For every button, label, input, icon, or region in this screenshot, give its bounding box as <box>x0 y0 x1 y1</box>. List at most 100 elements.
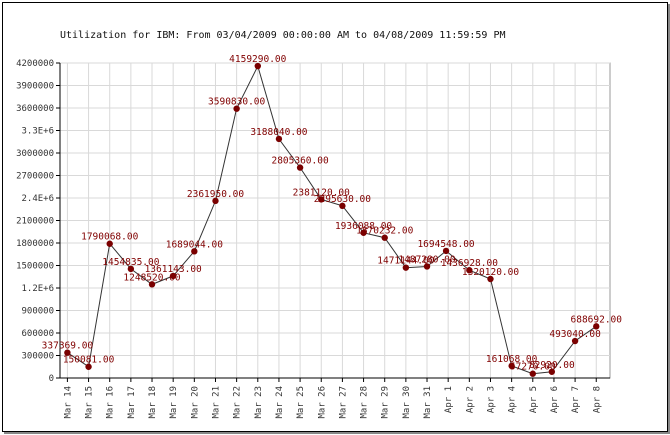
data-point <box>442 247 450 255</box>
x-tick-label: Mar 20 <box>190 386 200 419</box>
data-label: 2805360.00 <box>271 156 328 167</box>
y-tick-label: 900000 <box>21 307 54 317</box>
data-label: 3188040.00 <box>250 127 307 138</box>
data-label: 2295630.00 <box>314 194 371 205</box>
x-tick-label: Mar 29 <box>381 386 391 419</box>
x-tick-label: Mar 28 <box>360 386 370 419</box>
data-label: 2361950.00 <box>187 189 244 200</box>
data-labels: 337369.00 150081.00 1790068.00 1454835.00 12… <box>42 54 623 373</box>
data-label: 3590830.00 <box>208 97 265 108</box>
data-point <box>318 196 325 203</box>
data-point <box>508 362 515 370</box>
y-axis-ticks: 0 300000 600000 900000 1.2E+6 1500000 1800000 2… <box>16 59 54 384</box>
data-label: 1454835.00 <box>102 257 159 268</box>
x-tick-label: Mar 17 <box>127 386 137 419</box>
series-line <box>67 64 597 375</box>
data-point <box>339 202 346 210</box>
data-label: 1870232.00 <box>356 226 413 237</box>
y-tick-label: 300000 <box>21 352 54 362</box>
data-point <box>529 370 536 377</box>
data-label: 337369.00 <box>42 341 94 352</box>
data-point <box>64 349 71 356</box>
y-tick-label: 2100000 <box>16 217 54 227</box>
y-tick-label: 3900000 <box>16 82 54 92</box>
x-tick-label: Mar 19 <box>169 386 179 419</box>
data-point <box>296 164 304 171</box>
y-tick-label: 3600000 <box>16 104 54 114</box>
data-point <box>360 229 367 236</box>
x-tick-label: Mar 16 <box>106 386 116 419</box>
data-point <box>148 281 156 288</box>
data-label: 493040.00 <box>549 329 601 340</box>
x-tick-label: Mar 31 <box>423 386 433 419</box>
data-label: 1694548.00 <box>417 239 474 250</box>
data-point <box>402 264 410 271</box>
data-label: 1689044.00 <box>166 239 223 250</box>
y-tick-label: 3.3E+6 <box>21 127 54 137</box>
data-point <box>233 105 240 112</box>
data-point <box>127 265 135 273</box>
y-tick-label: 0 <box>49 374 54 384</box>
data-point <box>85 363 92 370</box>
x-tick-label: Mar 25 <box>296 386 306 419</box>
x-tick-label: Apr 4 <box>508 386 518 413</box>
y-tick-label: 2.4E+6 <box>21 194 54 204</box>
data-point <box>275 135 283 143</box>
data-label: 1361143.00 <box>145 264 202 275</box>
data-label: 688692.00 <box>571 314 623 325</box>
grid <box>59 62 611 379</box>
data-point <box>571 337 579 345</box>
x-tick-label: Mar 21 <box>211 386 221 419</box>
x-tick-label: Mar 23 <box>254 386 264 419</box>
axes <box>56 62 610 382</box>
data-label: 1790068.00 <box>81 232 138 243</box>
x-tick-label: Mar 26 <box>317 386 327 419</box>
data-point <box>487 275 494 283</box>
data-label: 1471144.00 <box>377 256 434 267</box>
data-label: 82920.00 <box>529 360 575 371</box>
x-tick-label: Apr 3 <box>486 386 496 413</box>
y-tick-label: 3000000 <box>16 149 54 159</box>
data-point <box>548 368 556 375</box>
x-tick-label: Mar 15 <box>85 386 95 419</box>
x-tick-label: Apr 7 <box>571 386 581 413</box>
data-point <box>191 248 198 255</box>
data-label: 1487280.00 <box>398 254 455 265</box>
data-label: 4159290.00 <box>229 54 286 65</box>
data-label: 1936088.00 <box>335 221 392 232</box>
y-tick-label: 1800000 <box>16 239 54 249</box>
data-label: 161068.00 <box>486 354 538 365</box>
x-tick-label: Apr 8 <box>592 386 602 413</box>
x-tick-label: Apr 2 <box>465 386 475 413</box>
data-label: 1436928.00 <box>441 258 498 269</box>
series-polyline <box>67 64 597 375</box>
x-tick-label: Mar 27 <box>338 386 348 419</box>
x-tick-label: Apr 6 <box>550 386 560 413</box>
data-label: 2381120.00 <box>293 187 350 198</box>
y-tick-label: 1.2E+6 <box>21 284 54 294</box>
y-tick-label: 1500000 <box>16 262 54 272</box>
data-point <box>169 272 177 280</box>
data-point <box>593 323 600 330</box>
x-tick-label: Apr 1 <box>444 386 454 413</box>
data-point <box>212 197 219 205</box>
x-tick-label: Mar 14 <box>63 386 73 419</box>
x-tick-label: Mar 22 <box>233 386 243 419</box>
y-tick-label: 600000 <box>21 329 54 339</box>
data-point <box>423 263 431 270</box>
data-label: 150081.00 <box>63 355 115 366</box>
data-point <box>106 240 113 247</box>
data-label: 1248520.00 <box>123 272 180 283</box>
data-label: 1320120.00 <box>462 267 519 278</box>
data-point <box>381 234 388 241</box>
x-tick-label: Mar 18 <box>148 386 158 419</box>
x-tick-label: Mar 30 <box>402 386 412 419</box>
y-tick-label: 2700000 <box>16 172 54 182</box>
data-point <box>466 267 473 274</box>
chart-title: Utilization for IBM: From 03/04/2009 00:… <box>60 30 506 41</box>
x-tick-label: Mar 24 <box>275 386 285 419</box>
data-points <box>64 62 600 377</box>
y-tick-label: 4200000 <box>16 59 54 69</box>
